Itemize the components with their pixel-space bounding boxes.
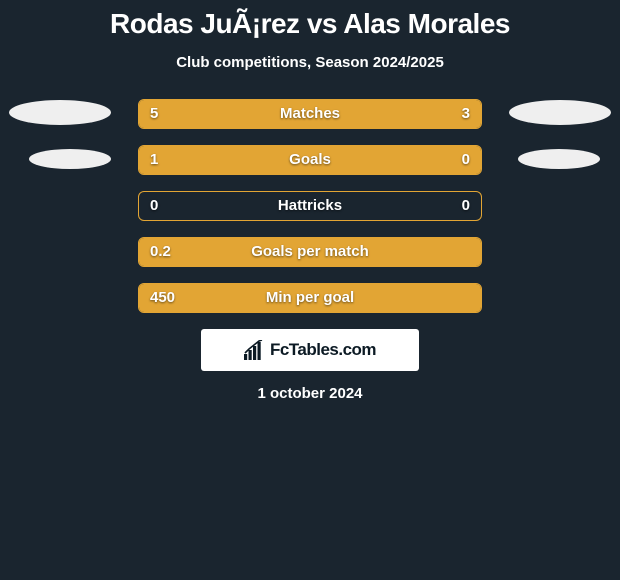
stat-label-goals: Goals (138, 145, 482, 175)
logo-text: FcTables.com (270, 340, 376, 360)
stat-row-goals: 1 Goals 0 (0, 145, 620, 175)
stat-right-value-matches: 3 (462, 99, 470, 129)
date-line: 1 october 2024 (0, 385, 620, 402)
stat-row-hattricks: 0 Hattricks 0 (0, 191, 620, 221)
stat-rows: 5 Matches 3 1 Goals 0 0 Hattricks 0 (0, 99, 620, 313)
comparison-widget: Rodas JuÃ¡rez vs Alas Morales Club compe… (0, 0, 620, 580)
fctables-logo: FcTables.com (201, 329, 419, 371)
stat-row-gpm: 0.2 Goals per match (0, 237, 620, 267)
stat-label-matches: Matches (138, 99, 482, 129)
stat-right-value-hattricks: 0 (462, 191, 470, 221)
avatar-right-matches (509, 100, 611, 125)
bar-chart-icon (244, 340, 266, 360)
main-title: Rodas JuÃ¡rez vs Alas Morales (0, 0, 620, 40)
stat-label-hattricks: Hattricks (138, 191, 482, 221)
stat-label-gpm: Goals per match (138, 237, 482, 267)
stat-row-matches: 5 Matches 3 (0, 99, 620, 129)
avatar-left-matches (9, 100, 111, 125)
subtitle: Club competitions, Season 2024/2025 (0, 54, 620, 71)
stat-row-mpg: 450 Min per goal (0, 283, 620, 313)
stat-label-mpg: Min per goal (138, 283, 482, 313)
stat-right-value-goals: 0 (462, 145, 470, 175)
avatar-right-goals (518, 149, 600, 169)
avatar-left-goals (29, 149, 111, 169)
